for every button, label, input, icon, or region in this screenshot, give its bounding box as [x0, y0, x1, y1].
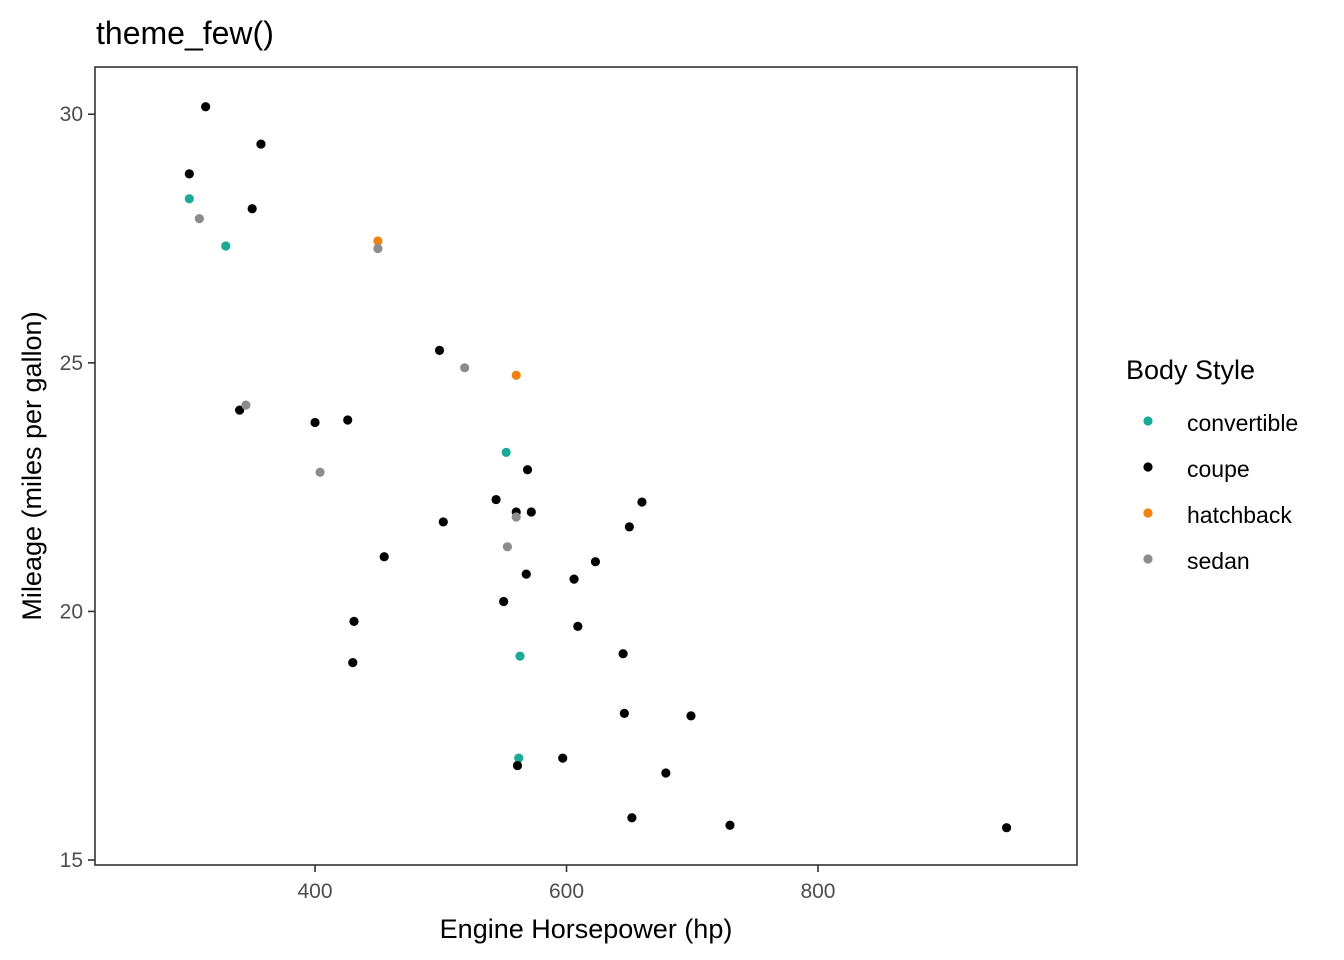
point-coupe [343, 415, 353, 425]
point-coupe [725, 820, 735, 830]
legend-label-convertible: convertible [1187, 410, 1298, 436]
point-sedan [460, 363, 470, 373]
point-coupe [521, 569, 531, 579]
legend-title: Body Style [1126, 355, 1255, 385]
point-coupe [661, 768, 671, 778]
point-convertible [221, 241, 231, 251]
y-axis-title: Mileage (miles per gallon) [17, 311, 47, 620]
point-convertible [501, 447, 511, 457]
point-sedan [373, 243, 383, 254]
point-coupe [438, 517, 448, 527]
point-coupe [522, 465, 533, 475]
legend-key-hatchback [1143, 508, 1153, 518]
y-tick-label: 15 [60, 849, 83, 872]
point-sedan [315, 467, 325, 477]
point-coupe [637, 497, 647, 507]
x-tick-label: 600 [549, 880, 584, 903]
legend-key-sedan [1143, 554, 1153, 564]
x-axis: 400 600 800 [298, 865, 836, 903]
y-tick-label: 20 [60, 600, 83, 623]
chart-title: theme_few() [96, 15, 274, 51]
point-coupe [256, 139, 266, 149]
point-coupe [310, 417, 320, 428]
legend: Body Style convertible coupe hatchback seda… [1126, 355, 1298, 574]
legend-entries: convertible coupe hatchback sedan [1143, 410, 1298, 574]
point-coupe [558, 753, 568, 763]
point-coupe [526, 507, 536, 517]
point-coupe [184, 169, 194, 179]
legend-key-coupe [1143, 462, 1153, 472]
point-sedan [511, 512, 521, 522]
point-coupe [247, 204, 257, 214]
legend-label-hatchback: hatchback [1187, 502, 1292, 528]
y-axis: 15 20 25 30 [60, 103, 95, 872]
legend-key-convertible [1143, 416, 1153, 426]
point-sedan [502, 542, 513, 552]
point-coupe [590, 557, 601, 567]
point-coupe [379, 552, 389, 562]
point-coupe [349, 616, 359, 626]
point-coupe [619, 708, 629, 718]
point-coupe [201, 102, 211, 112]
point-coupe [618, 649, 628, 659]
y-tick-label: 30 [60, 103, 83, 126]
data-points [184, 102, 1012, 833]
point-coupe [512, 760, 523, 771]
point-convertible [515, 651, 525, 661]
point-coupe [627, 813, 637, 823]
point-coupe [573, 621, 583, 631]
point-coupe [1001, 823, 1012, 833]
legend-label-coupe: coupe [1187, 456, 1250, 482]
point-coupe [491, 494, 501, 505]
point-coupe [234, 405, 245, 415]
x-tick-label: 400 [298, 880, 333, 903]
point-sedan [241, 400, 251, 410]
plot-panel [94, 66, 1078, 866]
point-convertible [184, 194, 194, 204]
point-hatchback [511, 370, 521, 380]
point-coupe [434, 345, 445, 356]
legend-label-sedan: sedan [1187, 548, 1250, 574]
x-tick-label: 800 [800, 880, 835, 903]
point-hatchback [373, 236, 383, 246]
point-coupe [499, 596, 509, 607]
x-axis-title: Engine Horsepower (hp) [440, 914, 733, 944]
point-sedan [194, 214, 204, 224]
y-tick-label: 25 [60, 352, 83, 375]
point-coupe [686, 711, 696, 721]
point-coupe [569, 574, 579, 584]
point-coupe [348, 658, 358, 668]
point-coupe [624, 522, 634, 532]
point-convertible [514, 753, 524, 763]
